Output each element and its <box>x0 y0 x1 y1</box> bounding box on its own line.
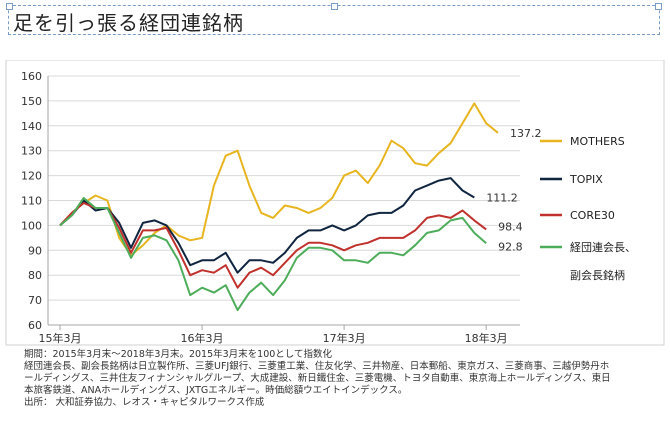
legend-label: MOTHERS <box>570 135 625 148</box>
resize-handle[interactable] <box>6 3 13 10</box>
resize-handle[interactable] <box>331 3 338 10</box>
y-tick-label: 100 <box>21 219 42 232</box>
note-line: 期間：2015年3月末～2018年3月末。2015年3月末を100として指数化 <box>24 349 333 360</box>
legend-label: CORE30 <box>570 209 615 222</box>
note-line: ールディングス、三井住友フィナンシャルグループ、大成建設、新日鐵住金、三菱電機、… <box>24 373 611 384</box>
y-tick-label: 70 <box>28 294 42 307</box>
y-tick-label: 140 <box>21 120 42 133</box>
y-tick-label: 60 <box>28 319 42 332</box>
series-line-2 <box>59 202 487 289</box>
series-line-1 <box>59 177 475 274</box>
series-line-3 <box>59 197 487 312</box>
note-line: 経団連会長、副会長銘柄は日立製作所、三菱UFJ銀行、三菱重工業、住友化学、三井物… <box>24 361 610 372</box>
y-tick-label: 130 <box>21 145 42 158</box>
end-value-label: 111.2 <box>486 192 518 205</box>
legend-label: 副会長銘柄 <box>570 268 625 282</box>
note-line: 出所： 大和証券協力、レオス・キャピタルワークス作成 <box>24 397 265 408</box>
resize-handle[interactable] <box>655 3 662 10</box>
y-tick-label: 160 <box>21 70 42 83</box>
end-value-label: 137.2 <box>510 127 542 140</box>
x-tick-label: 15年3月 <box>39 331 82 345</box>
line-chart: 60 70 80 90 100 110 120 130 140 150 160 15年3月 16年3月 1… <box>5 60 665 346</box>
page-title: 足を引っ張る経団連銘柄 <box>13 11 244 35</box>
y-tick-label: 80 <box>28 269 42 282</box>
note-line: 本旅客鉄道、ANAホールディングス、JXTGエネルギー。時価総額ウエイトインデッ… <box>24 385 408 396</box>
y-tick-label: 150 <box>21 95 42 108</box>
title-box: 足を引っ張る経団連銘柄 <box>6 3 662 35</box>
end-value-label: 98.4 <box>498 220 523 233</box>
y-tick-label: 120 <box>21 170 42 183</box>
y-tick-label: 90 <box>28 244 42 257</box>
x-tick-label: 16年3月 <box>181 331 224 345</box>
x-tick-label: 18年3月 <box>465 331 508 345</box>
legend-label: TOPIX <box>569 173 603 186</box>
notes: 期間：2015年3月末～2018年3月末。2015年3月末を100として指数化 … <box>24 349 664 409</box>
y-tick-label: 110 <box>21 195 42 208</box>
x-tick-label: 17年3月 <box>323 331 366 345</box>
end-value-label: 92.8 <box>498 240 523 253</box>
chart-frame <box>5 60 665 346</box>
legend-label: 経団連会長、 <box>570 240 636 254</box>
